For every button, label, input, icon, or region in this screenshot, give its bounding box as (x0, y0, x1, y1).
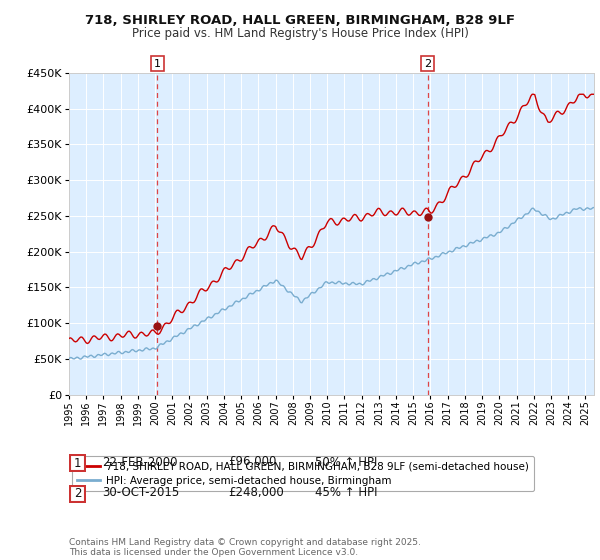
Text: 50% ↑ HPI: 50% ↑ HPI (315, 455, 377, 469)
Text: 718, SHIRLEY ROAD, HALL GREEN, BIRMINGHAM, B28 9LF: 718, SHIRLEY ROAD, HALL GREEN, BIRMINGHA… (85, 14, 515, 27)
FancyBboxPatch shape (70, 486, 85, 502)
Text: 30-OCT-2015: 30-OCT-2015 (102, 486, 179, 500)
FancyBboxPatch shape (70, 455, 85, 471)
Text: 22-FEB-2000: 22-FEB-2000 (102, 455, 178, 469)
Text: 45% ↑ HPI: 45% ↑ HPI (315, 486, 377, 500)
Text: £96,000: £96,000 (228, 455, 277, 469)
Text: 1: 1 (154, 59, 161, 69)
Legend: 718, SHIRLEY ROAD, HALL GREEN, BIRMINGHAM, B28 9LF (semi-detached house), HPI: A: 718, SHIRLEY ROAD, HALL GREEN, BIRMINGHA… (71, 456, 534, 491)
Text: Price paid vs. HM Land Registry's House Price Index (HPI): Price paid vs. HM Land Registry's House … (131, 27, 469, 40)
Text: 2: 2 (74, 487, 81, 501)
Text: £248,000: £248,000 (228, 486, 284, 500)
Text: Contains HM Land Registry data © Crown copyright and database right 2025.
This d: Contains HM Land Registry data © Crown c… (69, 538, 421, 557)
Text: 1: 1 (74, 456, 81, 470)
Text: 2: 2 (424, 59, 431, 69)
